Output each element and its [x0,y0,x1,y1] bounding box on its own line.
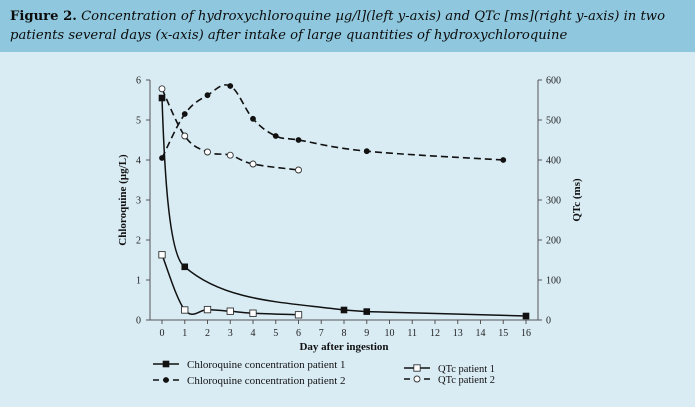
legend-swatch-marker [162,360,170,368]
data-point [250,115,256,122]
x-tick-label: 7 [319,328,324,339]
data-point [295,137,302,143]
series-lines [161,84,527,317]
right-y-axis-label: QTc (ms) [571,178,583,222]
x-tick-label: 12 [430,328,440,339]
x-tick-label: 14 [476,328,486,339]
x-tick-label: 3 [228,328,233,339]
x-tick-label: 8 [342,328,347,339]
legend-label: Chloroquine concentration patient 2 [187,375,346,387]
left-y-tick-label: 5 [136,116,141,127]
x-tick-label: 2 [205,328,210,339]
data-point [204,92,211,99]
data-point [363,148,370,155]
series-line [161,88,299,171]
x-tick-label: 11 [407,328,417,339]
data-point [204,148,211,156]
left-y-tick-label: 6 [136,76,141,87]
data-point [158,94,166,102]
right-y-tick-label: 0 [546,316,551,327]
caption-text: Concentration of hydroxychloroquine µg/l… [10,9,666,43]
right-y-tick-label: 300 [546,196,561,207]
x-tick-label: 5 [273,328,278,339]
right-y-tick-label: 100 [546,276,561,287]
data-point [363,308,371,315]
legend-item: Chloroquine concentration patient 2 [153,375,346,387]
data-point [181,132,189,140]
data-point [227,83,234,89]
series-markers [158,83,530,320]
data-point [294,311,303,319]
x-tick-label: 1 [182,328,187,339]
right-y-tick-label: 500 [546,116,561,127]
data-point [181,306,189,314]
x-tick-label: 6 [296,328,301,339]
left-y-tick-label: 0 [136,316,141,327]
legend-item: QTc patient 1 [404,364,495,375]
caption-label: Figure 2. [10,9,77,24]
series-line [161,97,527,317]
x-tick-label: 4 [251,328,256,339]
x-tick-label: 15 [498,328,508,339]
data-point [181,111,188,117]
x-tick-label: 9 [364,328,369,339]
chart-legend: Chloroquine concentration patient 1 Chlor… [153,359,495,387]
right-y-axis-ticks: 0 100 200 300 400 500 600 [538,76,561,327]
left-y-tick-label: 4 [136,156,141,167]
legend-item: QTc patient 2 [404,375,495,386]
legend-item: Chloroquine concentration patient 1 [153,359,346,371]
right-y-tick-label: 600 [546,76,561,87]
x-axis-label: Day after ingestion [299,341,388,353]
data-point [522,312,530,320]
data-point [295,166,302,174]
left-y-axis-label: Chloroquine (µg/L) [117,154,129,246]
legend-label: Chloroquine concentration patient 1 [187,359,346,371]
x-axis-ticks: 0 1 2 3 4 5 6 7 8 9 10 11 12 13 14 15 16 [160,320,531,339]
data-point [500,157,507,163]
right-y-tick-label: 200 [546,236,561,247]
data-point [159,155,165,161]
data-point [158,251,166,259]
x-tick-label: 10 [385,328,395,339]
right-y-tick-label: 400 [546,156,561,167]
left-y-tick-label: 3 [136,196,141,207]
x-tick-label: 16 [521,328,531,339]
legend-swatch-marker [163,377,169,383]
data-point [272,133,279,139]
chart-axes [149,80,539,321]
data-point [158,85,166,93]
figure-caption: Figure 2. Concentration of hydroxychloro… [0,0,695,52]
left-y-tick-label: 2 [136,236,141,247]
left-y-tick-label: 1 [136,276,141,287]
data-point [203,305,212,314]
legend-label: QTc patient 1 [438,364,495,375]
data-point [226,307,234,315]
legend-swatch-marker [413,375,421,383]
left-y-axis-ticks: 0 1 2 3 4 5 6 [136,76,150,327]
series-line [161,84,504,161]
data-point [249,309,257,317]
legend-label: QTc patient 2 [438,375,495,386]
data-point [181,263,189,271]
x-tick-label: 13 [453,328,463,339]
data-point [340,306,348,314]
legend-swatch-marker [413,364,421,372]
data-point [226,151,234,159]
data-point [249,160,257,168]
x-tick-label: 0 [160,328,165,339]
